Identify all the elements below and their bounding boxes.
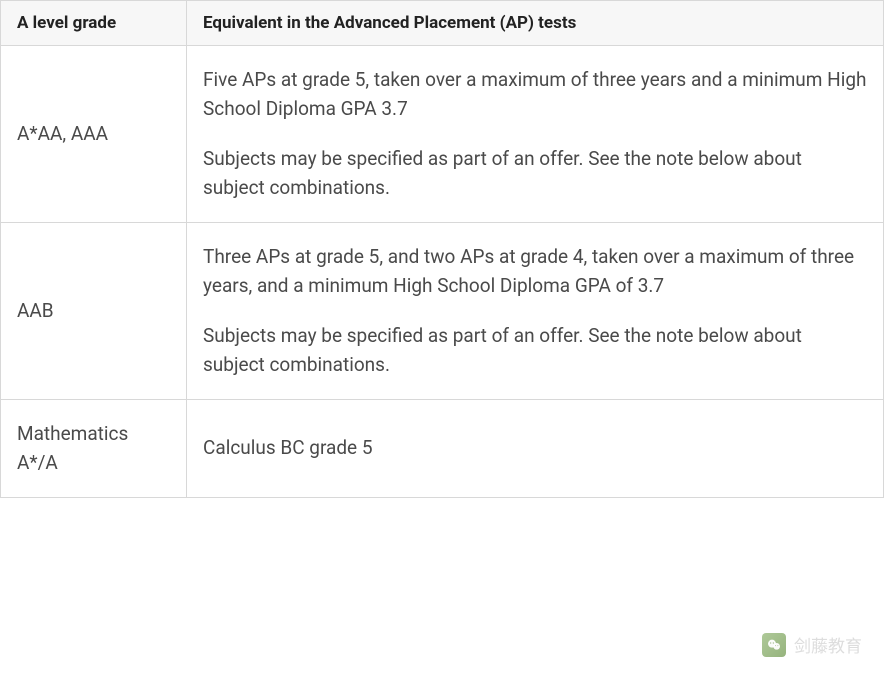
cell-grade: AAB (1, 223, 187, 400)
table-row: A*AA, AAA Five APs at grade 5, taken ove… (1, 46, 884, 223)
watermark: 剑藤教育 (762, 632, 862, 657)
table-header-row: A level grade Equivalent in the Advanced… (1, 1, 884, 46)
cell-grade: A*AA, AAA (1, 46, 187, 223)
cell-grade: Mathematics A*/A (1, 400, 187, 498)
cell-equivalent: Calculus BC grade 5 (187, 400, 884, 498)
grade-equivalence-table: A level grade Equivalent in the Advanced… (0, 0, 884, 498)
watermark-text: 剑藤教育 (794, 632, 862, 657)
cell-equivalent: Three APs at grade 5, and two APs at gra… (187, 223, 884, 400)
table-row: AAB Three APs at grade 5, and two APs at… (1, 223, 884, 400)
cell-equivalent-p1: Calculus BC grade 5 (203, 436, 373, 459)
col-header-grade: A level grade (1, 1, 187, 46)
wechat-icon (762, 633, 786, 657)
col-header-equivalent: Equivalent in the Advanced Placement (AP… (187, 1, 884, 46)
cell-equivalent-p2: Subjects may be specified as part of an … (203, 324, 802, 376)
cell-equivalent: Five APs at grade 5, taken over a maximu… (187, 46, 884, 223)
cell-equivalent-p1: Five APs at grade 5, taken over a maximu… (203, 68, 866, 120)
cell-equivalent-p2: Subjects may be specified as part of an … (203, 147, 802, 199)
cell-equivalent-p1: Three APs at grade 5, and two APs at gra… (203, 245, 854, 297)
table-row: Mathematics A*/A Calculus BC grade 5 (1, 400, 884, 498)
